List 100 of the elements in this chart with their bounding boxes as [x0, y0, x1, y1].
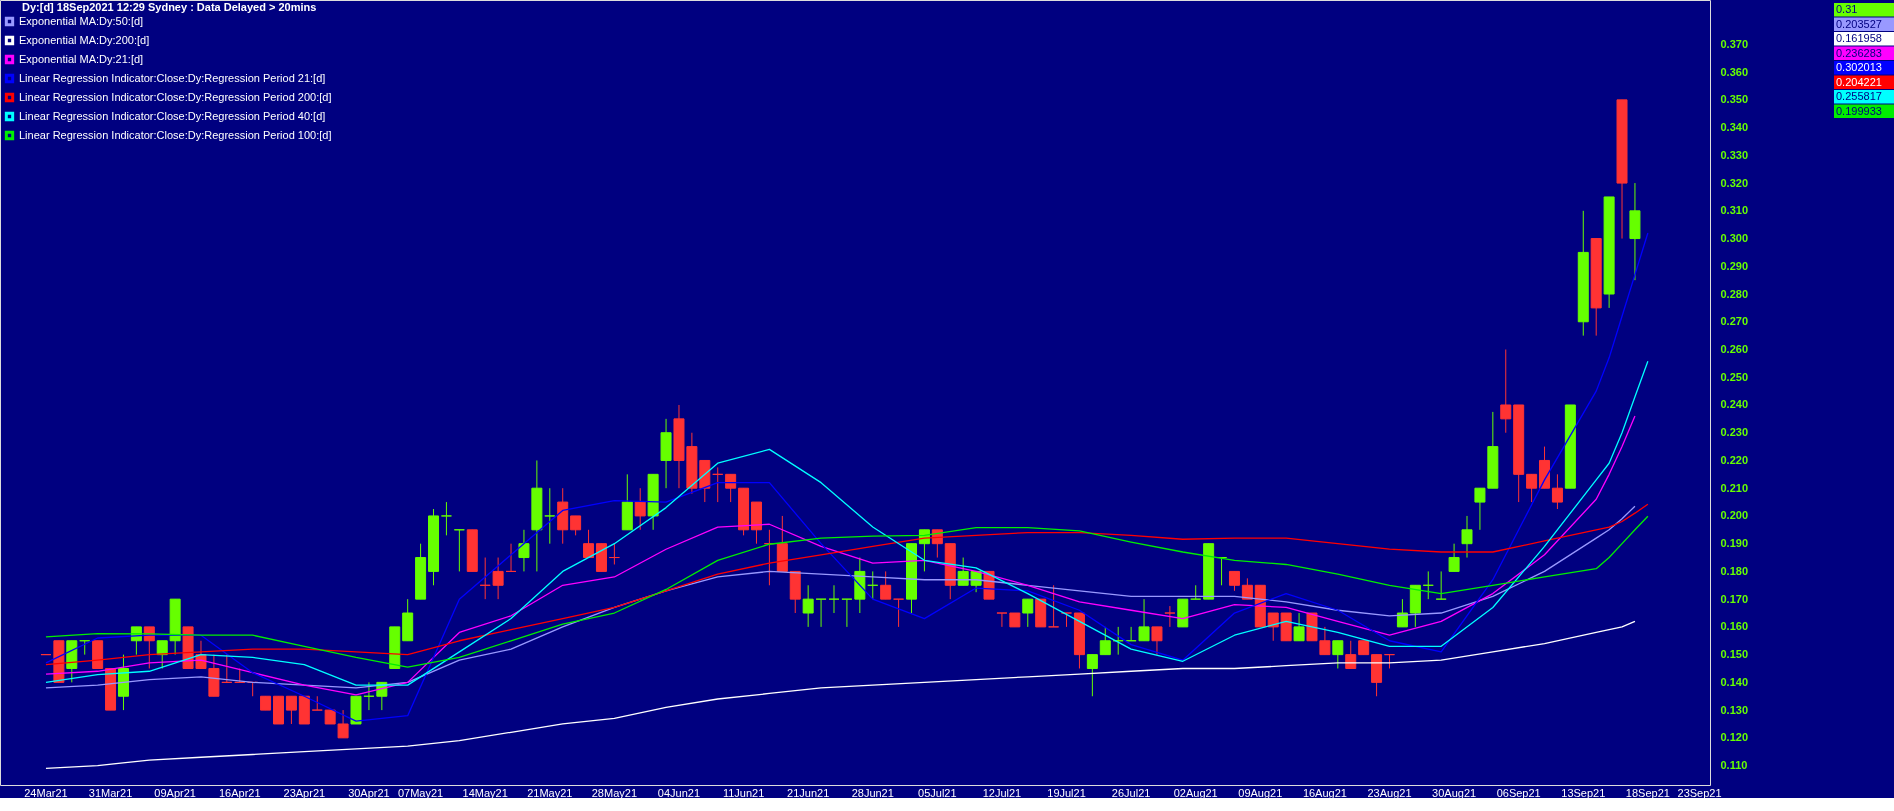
- candlestick: [841, 598, 853, 628]
- candlestick: [1048, 584, 1060, 628]
- x-tick-label: 07May21: [397, 786, 444, 799]
- y-tick-label: 0.210: [1720, 481, 1749, 494]
- candlestick: [285, 695, 297, 725]
- candlestick: [815, 598, 827, 628]
- y-tick-label: 0.350: [1720, 93, 1749, 106]
- y-tick-label: 0.120: [1720, 731, 1749, 744]
- y-tick-label: 0.300: [1720, 232, 1749, 245]
- text: 0.204221: [1836, 75, 1882, 88]
- y-tick-label: 0.370: [1720, 37, 1749, 50]
- x-tick-label: 09Aug21: [1238, 786, 1283, 799]
- candlestick: [608, 543, 620, 565]
- y-tick-label: 0.250: [1720, 370, 1749, 383]
- candlestick: [1228, 570, 1240, 592]
- legend-label: Linear Regression Indicator:Close:Dy:Regression Period 200:[d]: [19, 90, 332, 103]
- text: 0.236283: [1836, 46, 1882, 59]
- legend-label: Exponential MA:Dy:21:[d]: [19, 52, 144, 65]
- x-tick-label: 09Apr21: [154, 786, 196, 799]
- candlestick: [492, 557, 504, 600]
- candlestick: [1099, 626, 1111, 656]
- candlestick: [479, 557, 491, 600]
- line-series: [45, 232, 1649, 722]
- candlestick: [802, 584, 814, 628]
- line-series: [45, 415, 1636, 696]
- y-tick-label: 0.230: [1720, 426, 1749, 439]
- candlestick: [1293, 612, 1305, 642]
- x-tick-label: 30Apr21: [348, 786, 390, 799]
- text: 0.199933: [1836, 104, 1882, 117]
- candlestick: [1461, 515, 1473, 559]
- x-tick-label: 30Aug21: [1432, 786, 1477, 799]
- x-tick-label: 18Sep21: [1625, 786, 1670, 799]
- candlestick: [1332, 640, 1344, 669]
- x-tick-label: 26Jul21: [1111, 786, 1151, 799]
- candlestick: [1125, 626, 1137, 642]
- legend-label: Exponential MA:Dy:50:[d]: [19, 14, 144, 27]
- candlestick: [867, 570, 879, 600]
- candlestick: [893, 598, 905, 628]
- x-tick-label: 11Jun21: [722, 786, 765, 799]
- y-tick-label: 0.170: [1720, 592, 1749, 605]
- text: 0.161958: [1836, 32, 1882, 44]
- y-tick-label: 0.110: [1720, 759, 1748, 772]
- candlestick: [505, 543, 517, 572]
- x-tick-label: 31Mar21: [88, 786, 133, 799]
- y-tick-label: 0.310: [1720, 204, 1749, 217]
- y-tick-label: 0.340: [1720, 121, 1749, 134]
- y-tick-label: 0.270: [1720, 315, 1749, 328]
- x-tick-label: 04Jun21: [657, 786, 701, 799]
- y-tick-label: 0.200: [1720, 509, 1749, 522]
- text: 0.203527: [1836, 17, 1882, 30]
- candlestick: [1500, 349, 1512, 434]
- candlestick: [453, 529, 465, 572]
- y-tick-label: 0.360: [1720, 65, 1749, 78]
- legend-label: Linear Regression Indicator:Close:Dy:Regression Period 40:[d]: [19, 109, 326, 122]
- y-tick-label: 0.240: [1720, 398, 1749, 411]
- line-series: [45, 360, 1649, 686]
- candlestick: [1112, 626, 1124, 656]
- text: 0.31: [1836, 3, 1858, 15]
- candlestick: [712, 466, 724, 503]
- y-tick-label: 0.130: [1720, 703, 1749, 716]
- x-tick-label: 16Aug21: [1302, 786, 1347, 799]
- y-tick-label: 0.220: [1720, 453, 1749, 466]
- candlestick: [828, 584, 840, 614]
- candlestick: [1422, 570, 1434, 600]
- x-tick-label: 19Jul21: [1047, 786, 1086, 799]
- candlestick: [1448, 543, 1460, 572]
- candlestick: [1022, 598, 1034, 628]
- legend-label: Exponential MA:Dy:200:[d]: [19, 33, 150, 46]
- candlestick: [634, 487, 646, 531]
- y-tick-label: 0.140: [1720, 675, 1749, 688]
- candlestick: [1241, 577, 1253, 600]
- x-tick-label: 06Sep21: [1496, 786, 1541, 799]
- legend-label: Linear Regression Indicator:Close:Dy:Regression Period 21:[d]: [19, 71, 326, 84]
- x-tick-label: 21Jun21: [787, 786, 830, 799]
- candlestick: [1551, 473, 1563, 510]
- x-tick-label: 02Aug21: [1173, 786, 1218, 799]
- candlestick: [1164, 605, 1176, 628]
- x-tick-label: 23Apr21: [283, 786, 326, 799]
- candlestick: [1086, 654, 1098, 697]
- y-tick-label: 0.290: [1720, 259, 1749, 272]
- candlestick: [880, 570, 892, 600]
- candlestick: [221, 654, 233, 683]
- x-tick-label: 13Sep21: [1561, 786, 1606, 799]
- candlestick: [570, 515, 582, 536]
- x-tick-label: 21May21: [527, 786, 573, 799]
- y-tick-label: 0.160: [1720, 620, 1749, 633]
- candlestick: [79, 640, 91, 656]
- candlestick: [363, 681, 375, 711]
- x-tick-label: 16Apr21: [218, 786, 261, 799]
- candlestick: [544, 487, 556, 545]
- candlestick: [1396, 598, 1408, 628]
- chart-title: Dy:[d] 18Sep2021 12:29 Sydney : Data Delayed > 20mins: [22, 1, 317, 13]
- x-tick-label: 28May21: [591, 786, 638, 799]
- y-tick-label: 0.260: [1720, 343, 1749, 356]
- legend-label: Linear Regression Indicator:Close:Dy:Regression Period 100:[d]: [19, 128, 332, 141]
- y-tick-label: 0.150: [1720, 648, 1749, 661]
- candlestick: [996, 612, 1008, 628]
- candlestick: [583, 529, 595, 559]
- x-tick-label: 23Aug21: [1367, 786, 1412, 799]
- candlestick: [1138, 598, 1150, 642]
